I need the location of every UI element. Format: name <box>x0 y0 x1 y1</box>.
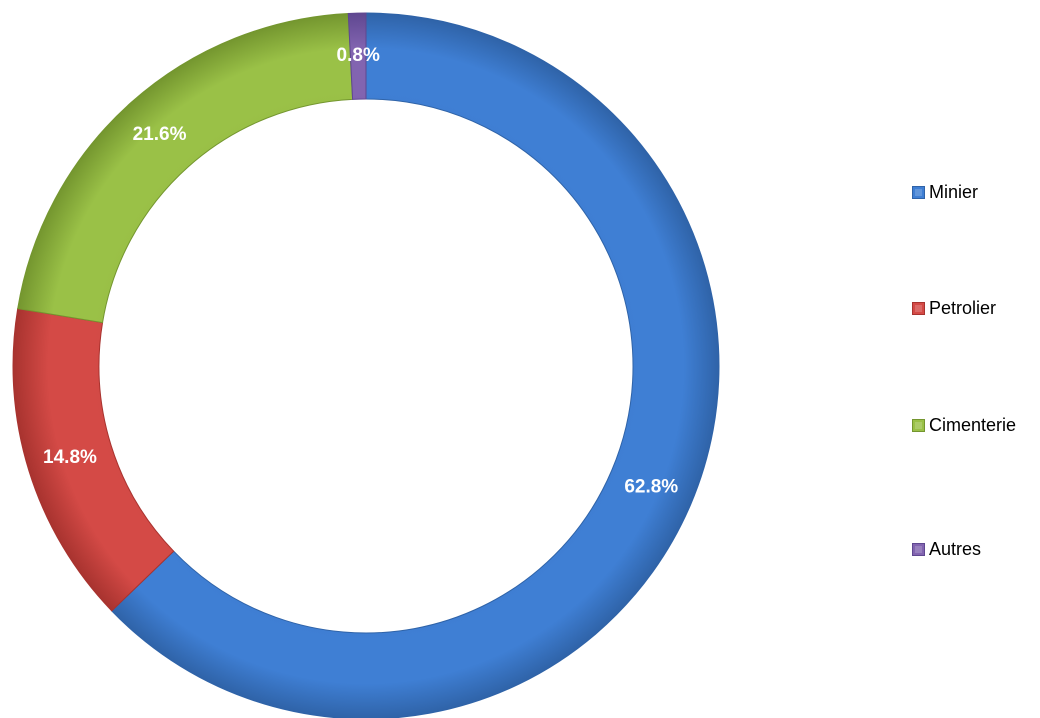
legend-item-cimenterie: Cimenterie <box>912 412 1016 438</box>
chart-data-labels: 62.8% 14.8% 21.6% 0.8% <box>43 45 678 497</box>
legend-label-autres: Autres <box>929 538 982 559</box>
legend-item-minier: Minier <box>912 179 978 205</box>
data-label-autres: 0.8% <box>337 45 380 66</box>
slice-cimenterie <box>17 12 354 324</box>
data-label-petrolier: 14.8% <box>43 447 97 468</box>
data-label-minier: 62.8% <box>624 476 678 497</box>
legend-swatch-petrolier <box>912 301 925 315</box>
legend-label-minier: Minier <box>929 181 979 202</box>
chart-legend: Minier Petrolier Cimenterie Autres <box>912 176 1037 566</box>
legend-swatch-cimenterie <box>912 418 925 432</box>
legend-item-autres: Autres <box>912 536 981 562</box>
slice-minier <box>111 12 720 718</box>
legend-item-petrolier: Petrolier <box>912 295 996 321</box>
slice-autres <box>347 12 367 100</box>
legend-label-cimenterie: Cimenterie <box>929 414 1017 435</box>
chart-slices <box>12 12 720 718</box>
legend-swatch-minier <box>912 185 925 199</box>
legend-label-petrolier: Petrolier <box>929 297 997 318</box>
legend-swatch-autres <box>912 542 925 556</box>
data-label-cimenterie: 21.6% <box>133 124 187 145</box>
